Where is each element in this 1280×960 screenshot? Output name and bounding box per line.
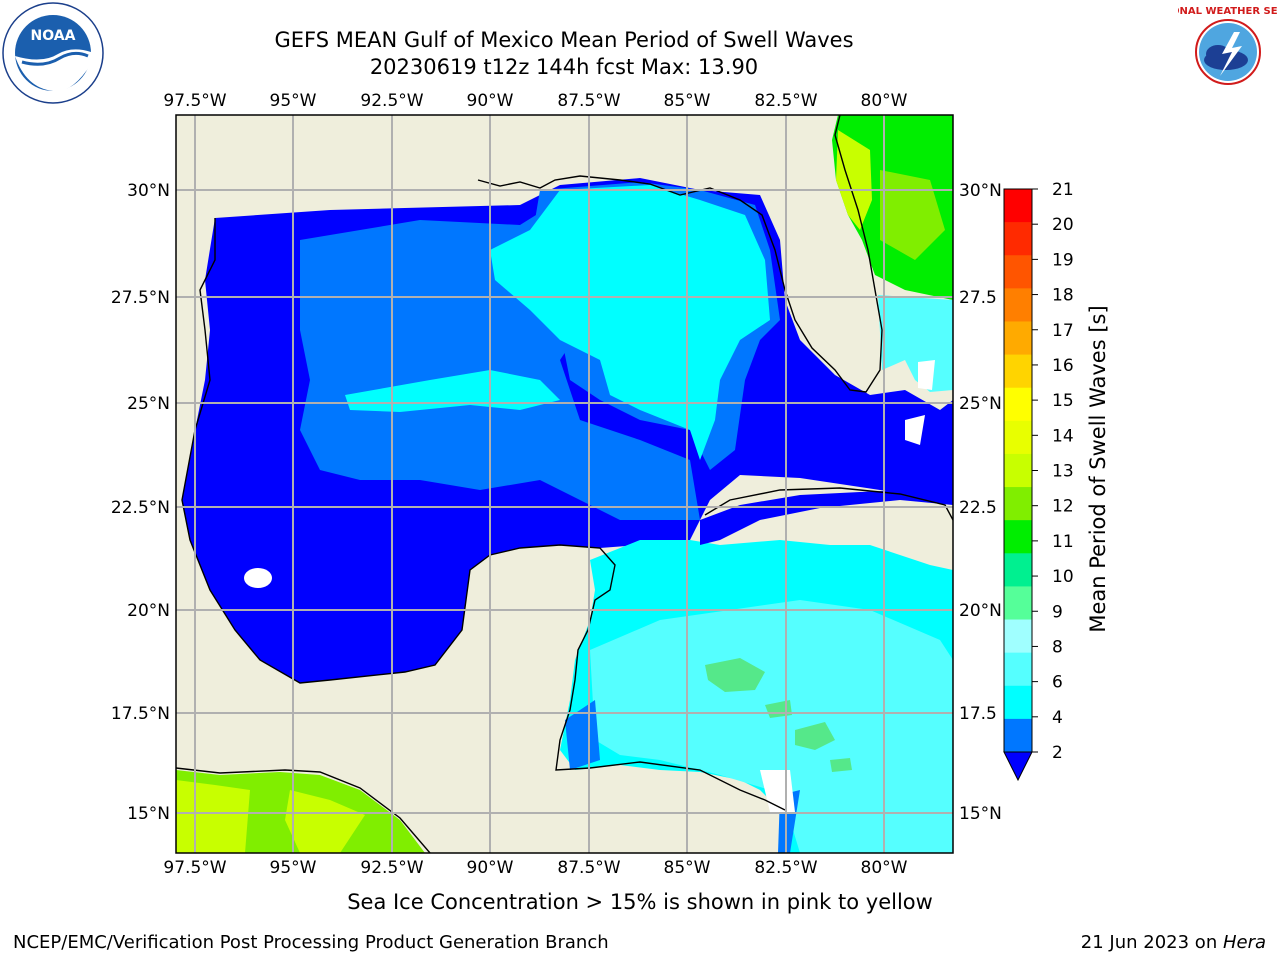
lon-tick-top: 87.5°W [557,91,620,111]
nws-logo-text: NATIONAL WEATHER SERVICE [1178,6,1278,17]
footer-credit: NCEP/EMC/Verification Post Processing Pr… [13,932,609,953]
colorbar-tick-label: 12 [1052,497,1074,517]
colorbar-segment [1004,619,1032,654]
colorbar-tick-label: 9 [1052,602,1063,622]
lon-tick-bottom: 90°W [467,858,514,878]
lat-tick-right: 20°N [959,601,1002,621]
footer-date: 21 Jun 2023 on Hera [1081,932,1266,953]
noaa-logo: NOAA [2,2,104,104]
noaa-logo-text: NOAA [31,28,76,44]
colorbar-tick-label: 6 [1052,673,1063,693]
lat-tick-right: 25°N [959,394,1002,414]
gridlines [176,115,953,853]
lon-tick-bottom: 87.5°W [557,858,620,878]
map-area [176,115,953,853]
lon-tick-top: 80°W [861,91,908,111]
lon-tick-top: 85°W [664,91,711,111]
lat-tick-right: 30°N [959,181,1002,201]
gulf-cyan-core [490,185,770,460]
colorbar-segment [1004,321,1032,356]
colorbar-segment [1004,453,1032,488]
axis-labels: 97.5°W 95°W 92.5°W 90°W 87.5°W 85°W 82.5… [111,91,1002,878]
footer-date-text: 21 Jun 2023 on [1080,932,1223,953]
lon-tick-bottom: 92.5°W [360,858,423,878]
colorbar-segment [1004,553,1032,587]
colorbar-extend-triangle [1003,751,1033,782]
coastlines [176,115,953,853]
colorbar-segment [1004,685,1032,720]
lat-tick-left: 22.5°N [111,498,170,518]
lat-tick-right: 22.5 [959,498,997,518]
colorbar-segment [1004,189,1032,223]
nws-logo: NATIONAL WEATHER SERVICE [1145,2,1280,102]
lon-tick-top: 90°W [467,91,514,111]
lon-tick-bottom: 80°W [861,858,908,878]
lat-tick-right: 15°N [959,804,1002,824]
colorbar-segment [1004,718,1032,753]
lat-tick-left: 25°N [127,394,170,414]
lat-tick-right: 27.5 [959,288,997,308]
sea-ice-caption: Sea Ice Concentration > 15% is shown in … [347,890,933,914]
colorbar-tick-label: 4 [1052,708,1063,728]
colorbar-segment [1004,288,1032,322]
lat-tick-left: 27.5°N [111,288,170,308]
lon-tick-bottom: 97.5°W [163,858,226,878]
colorbar-tick-label: 8 [1052,637,1063,657]
colorbar-segment [1004,387,1032,422]
colorbar-segment [1004,222,1032,256]
lon-tick-bottom: 82.5°W [754,858,817,878]
colorbar: 21 20 19 18 17 16 15 14 13 12 11 10 9 8 6 4 2 [1003,180,1074,782]
colorbar-segment [1004,420,1032,455]
map-frame [175,114,954,854]
colorbar-segment [1004,255,1032,289]
colorbar-tick-label: 21 [1052,180,1074,200]
map-subtitle: 20230619 t12z 144h fcst Max: 13.90 [369,55,759,79]
colorbar-tick-label: 19 [1052,250,1074,270]
colorbar-tick-label: 17 [1052,321,1074,341]
colorbar-tick-label: 10 [1052,567,1074,587]
lat-tick-left: 20°N [127,601,170,621]
colorbar-segment [1004,520,1032,554]
colorbar-tick-label: 18 [1052,286,1074,306]
colorbar-tick-label: 16 [1052,356,1074,376]
colorbar-tick-label: 20 [1052,215,1074,235]
lon-tick-top: 92.5°W [360,91,423,111]
lat-tick-left: 15°N [127,804,170,824]
colorbar-segment [1004,354,1032,389]
map-title: GEFS MEAN Gulf of Mexico Mean Period of … [274,28,854,52]
colorbar-segment [1004,652,1032,687]
lat-tick-left: 30°N [127,181,170,201]
colorbar-tick-label: 11 [1052,532,1074,552]
lon-tick-top: 95°W [270,91,317,111]
lat-tick-left: 17.5°N [111,704,170,724]
lon-tick-bottom: 85°W [664,858,711,878]
lon-tick-bottom: 95°W [270,858,317,878]
colorbar-segment [1004,487,1032,521]
footer-host: Hera [1222,932,1266,953]
colorbar-tick-label: 15 [1052,391,1074,411]
colorbar-tick-label: 2 [1052,743,1063,763]
colorbar-label: Mean Period of Swell Waves [s] [1086,305,1110,633]
colorbar-tick-label: 14 [1052,426,1074,446]
lon-tick-top: 82.5°W [754,91,817,111]
lon-tick-top: 97.5°W [163,91,226,111]
colorbar-segment [1004,586,1032,621]
colorbar-tick-label: 13 [1052,462,1074,482]
lat-tick-right: 17.5 [959,704,997,724]
